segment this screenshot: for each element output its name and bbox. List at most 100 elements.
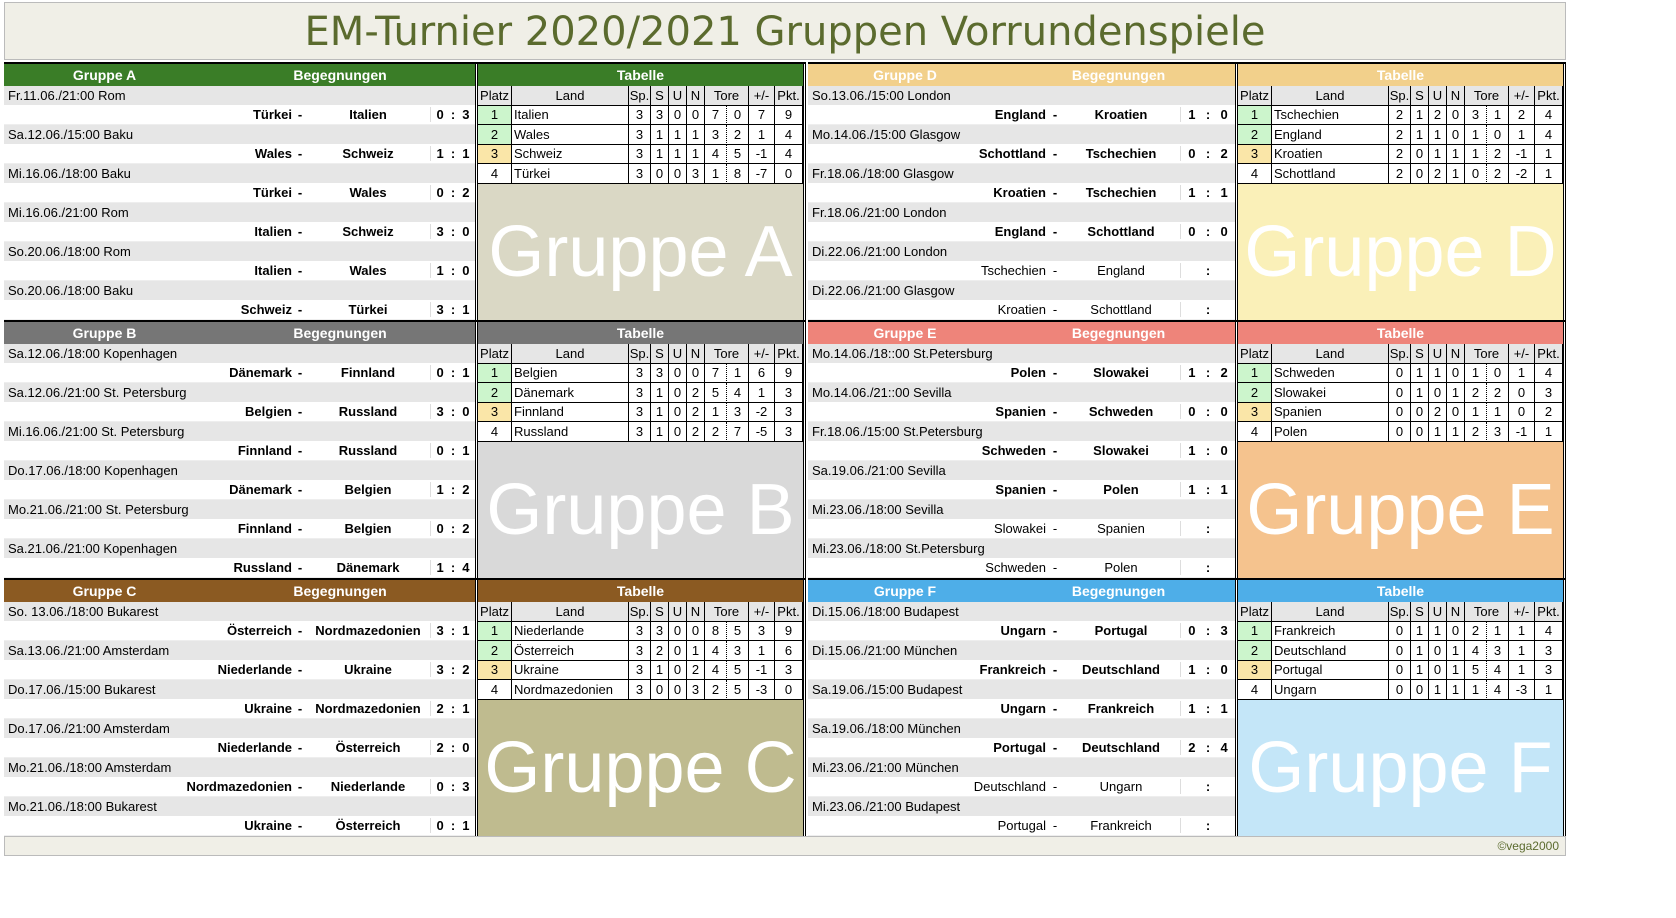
- col-header: Platz: [478, 602, 512, 622]
- col-header: +/-: [1509, 602, 1535, 622]
- cell-platz: 3: [478, 144, 512, 164]
- cell-s: 1: [1411, 363, 1429, 383]
- match-row: Polen - Slowakei 1:2: [808, 363, 1235, 383]
- match-date: Mi.23.06./21:00 Budapest: [808, 797, 1235, 817]
- score-home: 1: [1188, 662, 1196, 678]
- cell-n: 1: [1447, 641, 1465, 661]
- cell-pkt: 2: [1535, 402, 1563, 422]
- cell-platz: 3: [478, 402, 512, 422]
- cell-diff: 3: [749, 621, 775, 641]
- match-row: Niederlande - Ukraine 3:2: [4, 660, 475, 680]
- match-row: Türkei - Wales 0:2: [4, 183, 475, 203]
- cell-tore-minus: 0: [727, 105, 749, 125]
- match-date: Mi.16.06./21:00 Rom: [4, 203, 475, 223]
- cell-land: Österreich: [512, 641, 629, 661]
- cell-sp: 3: [629, 363, 651, 383]
- table-row: 2 Deutschland 0 1 0 1 4 3 1 3: [1238, 641, 1563, 661]
- away-team: Tschechien: [1085, 185, 1157, 201]
- score: 0:2: [1180, 146, 1235, 162]
- dash: -: [1052, 560, 1058, 576]
- score-colon: :: [450, 263, 456, 279]
- table-row: 1 Italien 3 3 0 0 7 0 7 9: [478, 105, 803, 125]
- table-row: 2 Slowakei 0 1 0 1 2 2 0 3: [1238, 383, 1563, 403]
- match-date: Mo.14.06./18::00 St.Petersburg: [808, 344, 1235, 364]
- col-header: Land: [512, 344, 629, 364]
- cell-u: 0: [669, 641, 687, 661]
- begegnungen-label: Begegnungen: [1071, 325, 1166, 341]
- score-away: 1: [462, 443, 470, 459]
- score: 3:1: [430, 302, 475, 318]
- match-date: Fr.11.06./21:00 Rom: [4, 86, 475, 106]
- dash: -: [297, 560, 303, 576]
- score-away: 3: [1220, 623, 1228, 639]
- cell-u: 1: [669, 144, 687, 164]
- score-colon: :: [1205, 560, 1211, 576]
- score-colon: :: [450, 521, 456, 537]
- col-header: U: [669, 602, 687, 622]
- match-row: Dänemark - Belgien 1:2: [4, 480, 475, 500]
- group-header: Gruppe A Begegnungen: [4, 64, 475, 86]
- table-row: 4 Ungarn 0 0 1 1 1 4 -3 1: [1238, 680, 1563, 700]
- cell-s: 1: [1411, 125, 1429, 145]
- begegnungen-label: Begegnungen: [293, 325, 387, 341]
- cell-sp: 2: [1389, 164, 1411, 184]
- cell-n: 2: [687, 383, 705, 403]
- away-team: Frankreich: [1087, 701, 1155, 717]
- score-away: 0: [462, 263, 470, 279]
- cell-pkt: 4: [775, 144, 803, 164]
- table-row: 4 Nordmazedonien 3 0 0 3 2 5 -3 0: [478, 680, 803, 700]
- cell-sp: 3: [629, 105, 651, 125]
- match-row: Portugal - Deutschland 2:4: [808, 738, 1235, 758]
- dash: -: [1052, 662, 1058, 678]
- score-home: 2: [436, 701, 444, 717]
- cell-land: Belgien: [512, 363, 629, 383]
- cell-platz: 2: [1238, 125, 1272, 145]
- cell-tore-plus: 1: [1465, 125, 1487, 145]
- home-team: Nordmazedonien: [186, 779, 292, 795]
- match-date: Sa.13.06./21:00 Amsterdam: [4, 641, 475, 661]
- home-team: Ukraine: [244, 701, 292, 717]
- col-header: Platz: [1238, 602, 1272, 622]
- table-row: 2 Dänemark 3 1 0 2 5 4 1 3: [478, 383, 803, 403]
- cell-tore-plus: 7: [705, 363, 727, 383]
- score-home: 0: [1188, 224, 1196, 240]
- group-header: Gruppe F Begegnungen: [808, 580, 1235, 602]
- score-colon: :: [450, 107, 456, 123]
- table-row: 3 Kroatien 2 0 1 1 1 2 -1 1: [1238, 144, 1563, 164]
- match-row: Tschechien - England:: [808, 261, 1235, 281]
- score-home: 1: [1188, 185, 1196, 201]
- match-date: Sa.12.06./18:00 Kopenhagen: [4, 344, 475, 364]
- cell-s: 0: [651, 164, 669, 184]
- cell-s: 1: [1411, 105, 1429, 125]
- col-header: Platz: [478, 344, 512, 364]
- match-date: So. 13.06./18:00 Bukarest: [4, 602, 475, 622]
- col-header: S: [1411, 602, 1429, 622]
- cell-tore-plus: 1: [705, 164, 727, 184]
- cell-pkt: 1: [1535, 144, 1563, 164]
- cell-pkt: 3: [775, 383, 803, 403]
- group-name: Gruppe B: [72, 325, 137, 341]
- col-header: U: [1429, 344, 1447, 364]
- col-header: N: [1447, 86, 1465, 106]
- score-colon: :: [450, 224, 456, 240]
- away-team: Nordmazedonien: [315, 623, 421, 639]
- cell-pkt: 4: [1535, 363, 1563, 383]
- cell-n: 1: [1447, 164, 1465, 184]
- match-row: Schweden - Slowakei 1:0: [808, 441, 1235, 461]
- col-header: U: [669, 86, 687, 106]
- score-colon: :: [1205, 740, 1211, 756]
- group-e: Gruppe E Begegnungen Mo.14.06./18::00 St.P…: [808, 320, 1566, 578]
- cell-n: 1: [1447, 680, 1465, 700]
- dash: -: [1052, 779, 1058, 795]
- cell-n: 3: [687, 680, 705, 700]
- standings-table: Tabelle Platz Land Sp. S U N Tore +/- Pkt. 1 Frankr…: [1238, 580, 1566, 836]
- away-team: Polen: [1104, 560, 1138, 576]
- cell-diff: 1: [1509, 125, 1535, 145]
- home-team: Tschechien: [980, 263, 1046, 279]
- cell-diff: -1: [1509, 422, 1535, 442]
- home-team: England: [994, 107, 1046, 123]
- col-header: +/-: [1509, 344, 1535, 364]
- cell-tore-minus: 3: [1487, 422, 1509, 442]
- score-away: 0: [1220, 404, 1228, 420]
- match-row: Dänemark - Finnland 0:1: [4, 363, 475, 383]
